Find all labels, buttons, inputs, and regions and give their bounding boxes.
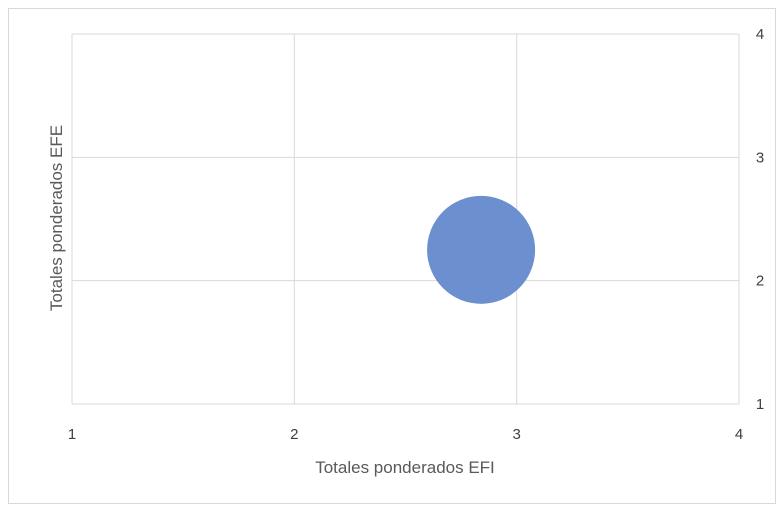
y-tick-label-4: 4: [756, 26, 764, 43]
bubble-0-0: [427, 195, 536, 304]
x-tick-label-2: 2: [290, 426, 298, 443]
chart-area: [8, 8, 776, 504]
y-tick-label-1: 1: [756, 396, 764, 413]
x-tick-label-3: 3: [512, 426, 520, 443]
x-axis-title: Totales ponderados EFI: [315, 458, 495, 477]
x-tick-label-1: 1: [68, 426, 76, 443]
y-tick-label-3: 3: [756, 149, 764, 166]
y-axis-title: Totales ponderados EFE: [47, 125, 66, 311]
x-axis-ticks: 1 2 3 4: [68, 426, 743, 443]
x-tick-label-4: 4: [735, 426, 743, 443]
y-tick-label-2: 2: [756, 273, 764, 290]
y-axis-ticks: 1 2 3 4: [756, 26, 764, 413]
bubbles: [427, 195, 536, 304]
gridlines: [71, 33, 740, 405]
